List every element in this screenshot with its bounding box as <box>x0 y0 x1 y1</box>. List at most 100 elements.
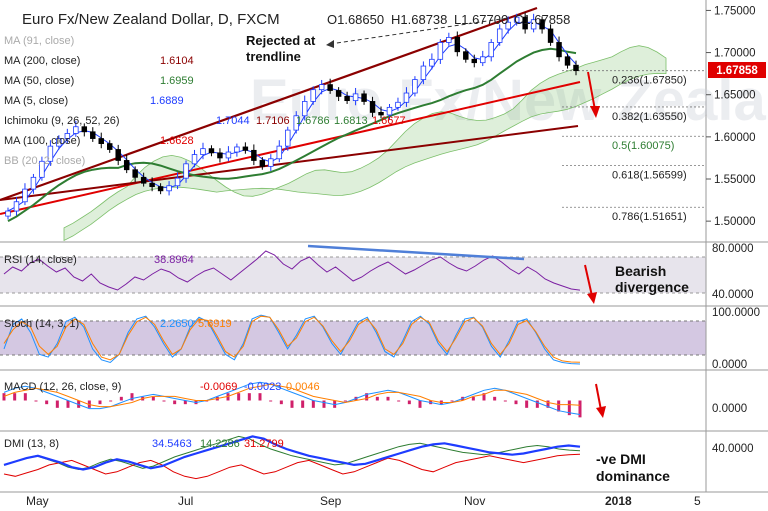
candle-body <box>268 158 274 167</box>
dmi-value-1: 34.5463 <box>152 438 192 450</box>
legend-ichimoku-v3: 1.6786 <box>296 115 330 127</box>
candle-body <box>56 138 62 147</box>
annot-rejected-2: trendline <box>246 49 301 64</box>
candle-body <box>225 151 232 159</box>
candle-body <box>564 56 571 66</box>
stoch-d-value: 5.6919 <box>198 318 232 330</box>
ichimoku-cloud <box>63 45 667 242</box>
rsi-label: RSI (14, close) <box>4 254 77 266</box>
fib-level-label: 0.786(1.51651) <box>612 211 687 223</box>
macd-hist-bar <box>2 393 6 401</box>
legend-ma50: MA (50, close) <box>4 75 74 87</box>
legend-ichimoku-v4: 1.6813 <box>334 115 368 127</box>
legend-ma200: MA (200, close) <box>4 55 80 67</box>
candle-body <box>30 176 37 190</box>
macd-value-2: -0.0023 <box>244 381 281 393</box>
candle-body <box>505 21 511 30</box>
legend-ma100: MA (100, close) <box>4 135 80 147</box>
macd-hist-bar <box>343 400 347 402</box>
x-label-2018: 2018 <box>605 494 632 508</box>
candle-body <box>480 56 486 64</box>
macd-hist-bar <box>13 393 17 401</box>
candle-body <box>522 16 528 30</box>
candle-body <box>47 145 54 162</box>
macd-value-1: -0.0069 <box>200 381 237 393</box>
candle-body <box>318 84 325 91</box>
macd-hist-bar <box>119 396 123 401</box>
stoch-label: Stoch (14, 3, 1) <box>4 318 79 330</box>
candle-body <box>259 160 266 167</box>
candle-body <box>73 126 79 134</box>
stoch-tick-100: 100.0000 <box>712 307 760 319</box>
legend-ichimoku: Ichimoku (9, 26, 52, 26) <box>4 115 120 127</box>
macd-hist-bar <box>450 400 454 402</box>
macd-hist-bar <box>535 400 539 408</box>
candle-body <box>174 177 181 187</box>
legend-ma100-value: 1.6628 <box>160 135 194 147</box>
candle-body <box>454 37 461 53</box>
fib-level-label: 0.236(1.67850) <box>612 75 687 87</box>
macd-value-3: 0.0046 <box>286 381 320 393</box>
fib-lines: 0.236(1.67850) 0.382(1.63550) 0.5(1.60075)… <box>562 70 704 223</box>
price-axis: 1.75000 1.70000 1.65000 1.60000 1.55000 1.500… <box>706 5 756 228</box>
x-label-nov: Nov <box>464 494 485 508</box>
fib-level-label: 0.5(1.60075) <box>612 140 674 152</box>
x-label-may: May <box>26 494 49 508</box>
macd-hist-bar <box>514 400 518 405</box>
macd-hist-bar <box>130 393 134 401</box>
candle-body <box>573 64 579 72</box>
macd-hist-bar <box>66 400 70 408</box>
rsi-tick-80: 80.0000 <box>712 243 754 255</box>
stoch-band <box>0 321 706 355</box>
macd-tick-0: 0.0000 <box>712 403 747 415</box>
candle-body <box>403 92 410 103</box>
candle-body <box>395 101 401 108</box>
macd-hist-bar <box>109 400 113 402</box>
candle-body <box>496 28 503 43</box>
candle-body <box>471 58 477 64</box>
rsi-band <box>0 257 706 293</box>
rsi-tick-40: 40.0000 <box>712 289 754 301</box>
macd-hist-bar <box>397 400 401 402</box>
macd-hist-bar <box>98 400 102 405</box>
macd-hist-bar <box>418 400 422 408</box>
price-tick-label: 1.50000 <box>714 216 756 228</box>
price-tick-label: 1.55000 <box>714 174 756 186</box>
candles <box>5 12 579 220</box>
candle-body <box>446 37 452 43</box>
ohlc-open: O1.68650 <box>327 12 384 27</box>
macd-hist-bar <box>482 393 486 401</box>
macd-hist-bar <box>279 400 283 405</box>
candle-body <box>285 129 291 147</box>
dmi-label: DMI (13, 8) <box>4 438 59 450</box>
macd-hist-bar <box>151 396 155 401</box>
candle-body <box>157 186 164 192</box>
candle-body <box>183 163 189 179</box>
candle-body <box>217 152 223 159</box>
candle-body <box>547 28 554 43</box>
annot-rejected-1: Rejected at <box>246 33 316 48</box>
candle-body <box>327 84 333 91</box>
candle-body <box>420 65 427 80</box>
stoch-tick-0: 0.0000 <box>712 359 747 371</box>
candle-body <box>539 19 545 30</box>
price-down-arrow <box>587 71 596 111</box>
rejection-arrow-head <box>326 40 334 48</box>
candle-body <box>13 201 20 212</box>
ohlc-low: L1.67700 <box>454 12 508 27</box>
x-label-jul: Jul <box>178 494 193 508</box>
macd-histogram <box>2 393 582 418</box>
macd-hist-bar <box>34 400 38 402</box>
candle-body <box>200 148 206 155</box>
current-price-badge <box>708 62 766 78</box>
macd-hist-bar <box>258 393 262 401</box>
macd-hist-bar <box>322 400 326 408</box>
x-label-sep: Sep <box>320 494 342 508</box>
stoch-k-value: 2.2650 <box>160 318 194 330</box>
macd-hist-bar <box>173 400 177 405</box>
macd-hist-bar <box>237 393 241 401</box>
candle-body <box>513 16 520 23</box>
macd-label: MACD (12, 26, close, 9) <box>4 381 121 393</box>
macd-hist-bar <box>45 400 49 405</box>
macd-line <box>3 381 581 415</box>
